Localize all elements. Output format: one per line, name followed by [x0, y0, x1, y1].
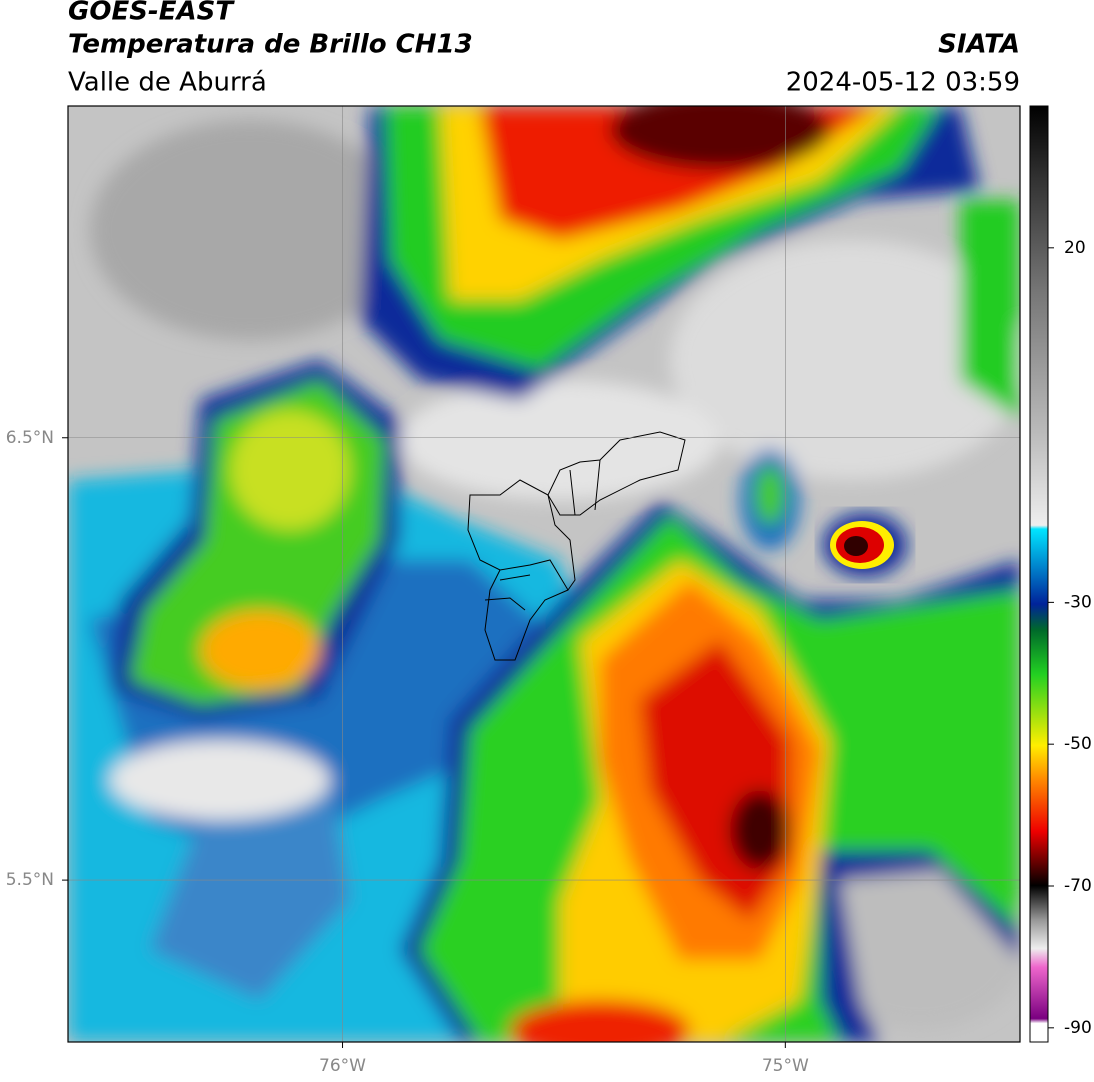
colorbar-tick-label: 20	[1064, 238, 1086, 258]
municipality-outlines	[467, 431, 686, 661]
colorbar	[1029, 105, 1049, 1043]
colorbar-tick-label: -30	[1064, 592, 1092, 612]
y-tick-label: 5.5°N	[6, 870, 54, 890]
colorbar-tick-label: -50	[1064, 734, 1092, 754]
map-frame	[67, 105, 1021, 1043]
colorbar-tick-label: -90	[1064, 1018, 1092, 1038]
x-tick-label: 76°W	[319, 1056, 366, 1076]
org: SIATA	[938, 30, 1020, 60]
satellite-image	[68, 106, 1020, 1042]
subtitle: Temperatura de Brillo CH13	[68, 30, 473, 60]
title: GOES-EAST	[68, 0, 235, 27]
colorbar-tick-label: -70	[1064, 876, 1092, 896]
x-tick-label: 75°W	[762, 1056, 809, 1076]
region: Valle de Aburrá	[68, 68, 267, 98]
datetime: 2024-05-12 03:59	[786, 68, 1020, 98]
y-tick-label: 6.5°N	[6, 428, 54, 448]
